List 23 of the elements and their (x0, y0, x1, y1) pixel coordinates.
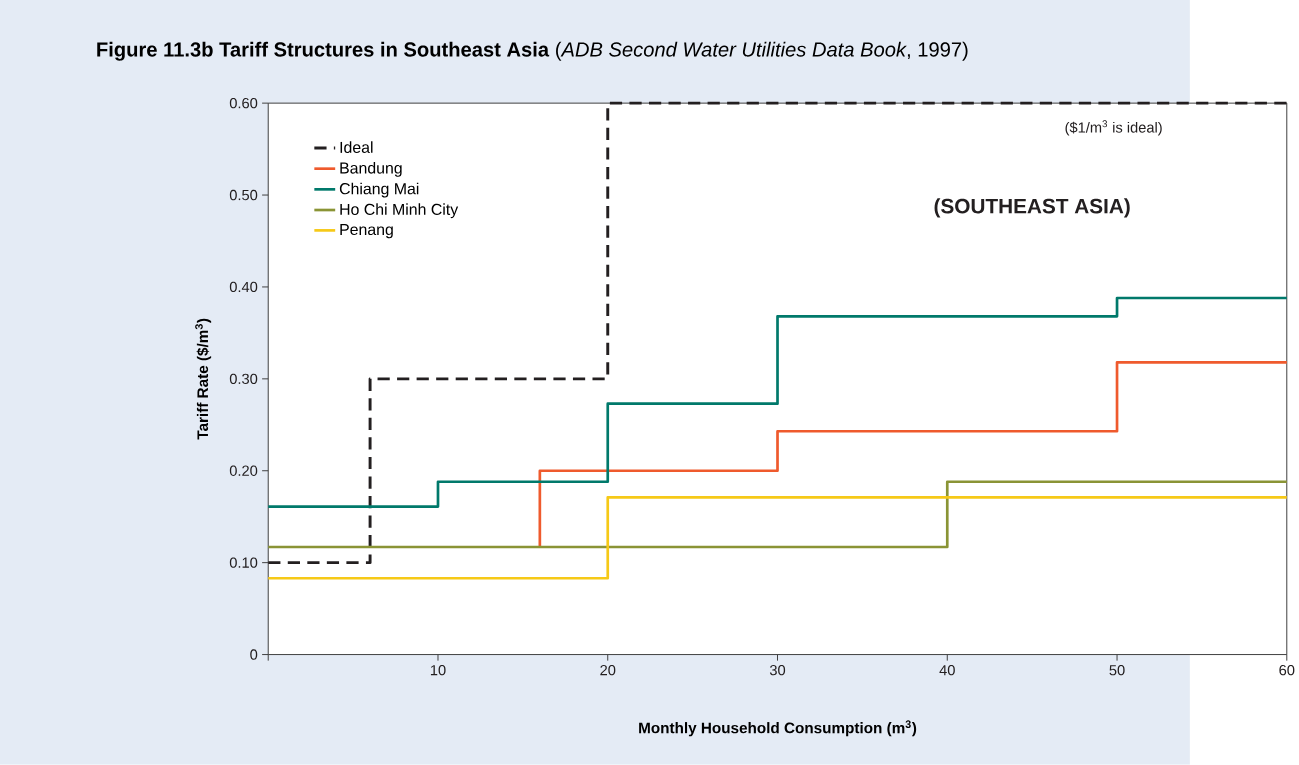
x-tick-label: 20 (600, 665, 616, 676)
legend-label: Penang (340, 224, 393, 239)
y-tick-label: 0.20 (229, 465, 258, 476)
y-tick-label: 0.60 (229, 98, 258, 109)
y-tick-label: 0 (250, 649, 258, 660)
x-tick-label: 40 (939, 665, 955, 676)
x-axis-title: Monthly Household Consumption (m$^{3}$) (639, 720, 917, 737)
x-tick-label: 10 (430, 665, 446, 676)
y-tick-label: 0.30 (229, 373, 258, 385)
y-tick-label: 0.50 (229, 189, 258, 201)
legend-label: Ho Chi Minh City (340, 203, 459, 219)
legend-label: Bandung (340, 162, 402, 177)
chart-title: Figure 11.3b Tariff Structures in Southeast Asia (ADB Second Water Utilities Data Book, 1997) (97, 41, 968, 61)
y-tick-label: 0.10 (229, 557, 258, 568)
y-tick-label: 0.40 (229, 281, 258, 293)
legend-label: Ideal (340, 141, 373, 154)
annotation: ($1/m$^{3}$ is ideal) (1065, 120, 1162, 136)
x-tick-label: 30 (769, 665, 786, 676)
x-tick-label: 50 (1109, 665, 1125, 676)
y-axis-title: Tariff Rate ($/m$^{3}$) (195, 318, 212, 440)
legend-label: Chiang Mai (339, 182, 419, 198)
x-tick-label: 60 (1279, 665, 1295, 676)
annotation: (SOUTHEAST ASIA) (934, 198, 1130, 218)
